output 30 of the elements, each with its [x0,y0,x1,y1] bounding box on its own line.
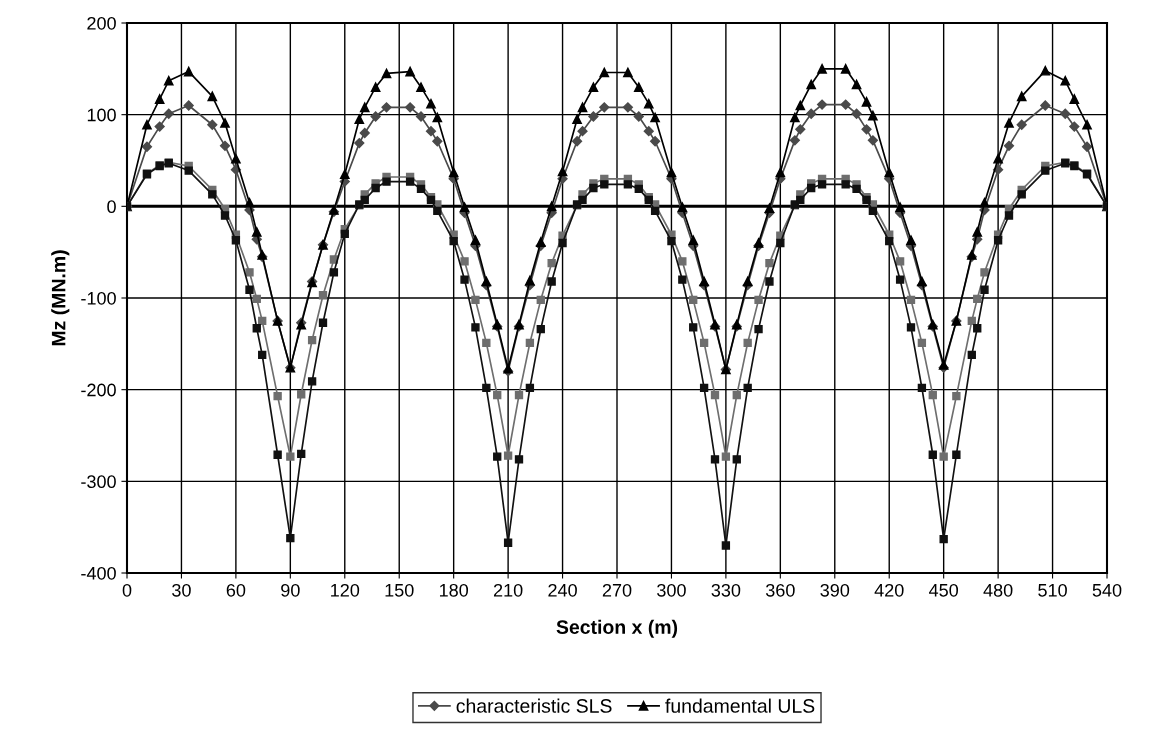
y-tick-label: -300 [81,475,116,489]
x-tick-label: 420 [874,583,904,597]
x-tick-label: 360 [765,583,795,597]
x-tick-label: 240 [548,583,577,597]
x-tick-label: 60 [226,583,246,597]
y-tick-label: 0 [107,200,116,214]
x-axis-title: Section x (m) [556,619,678,638]
x-tick-label: 0 [122,583,132,597]
x-tick-label: 300 [657,583,686,597]
y-tick-label: -200 [81,383,116,397]
x-tick-label: 90 [281,583,300,597]
x-tick-label: 120 [331,583,360,597]
x-tick-label: 450 [929,583,959,597]
x-tick-label: 540 [1092,583,1122,597]
y-tick-label: 200 [87,16,116,30]
x-tick-label: 330 [711,583,741,597]
x-tick-label: 510 [1038,583,1067,597]
x-tick-label: 270 [602,583,632,597]
y-tick-label: -400 [81,566,116,580]
x-tick-label: 30 [172,583,191,597]
x-tick-label: 180 [439,583,469,597]
legend-label: characteristic SLS [456,698,612,713]
y-axis-title: Mz (MN.m) [51,250,70,346]
x-tick-label: 210 [493,583,523,597]
y-tick-label: 100 [87,108,116,122]
legend-label: fundamental ULS [665,698,815,713]
x-tick-label: 390 [820,583,850,597]
x-tick-label: 480 [983,583,1013,597]
x-tick-label: 150 [385,583,414,597]
y-tick-label: -100 [81,291,116,305]
